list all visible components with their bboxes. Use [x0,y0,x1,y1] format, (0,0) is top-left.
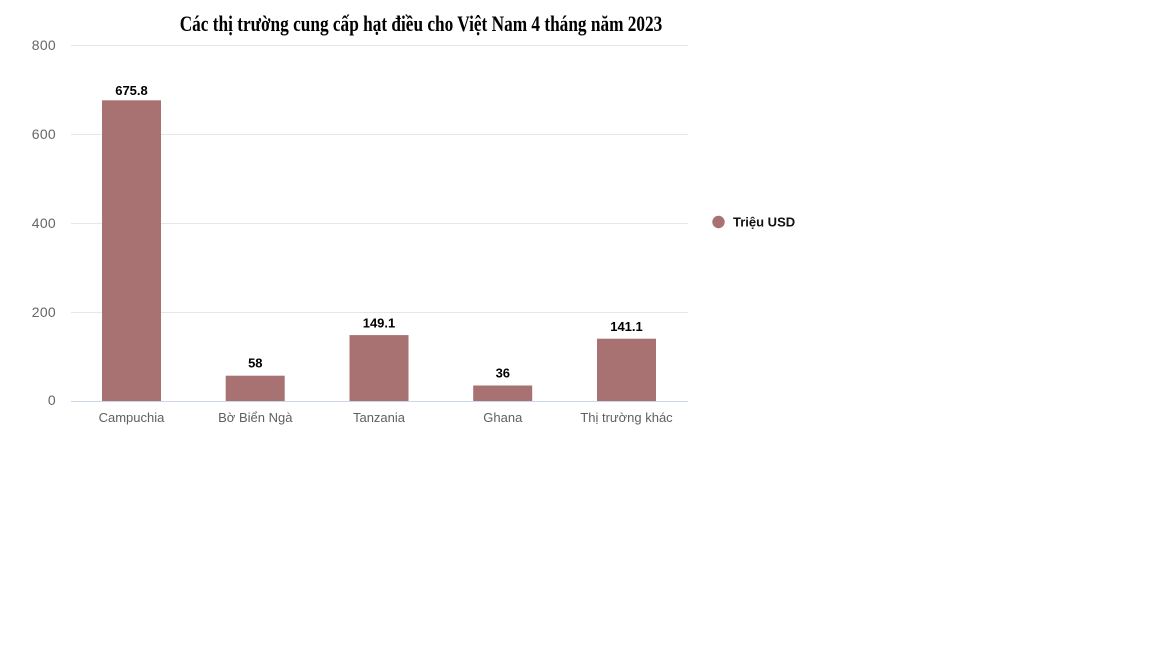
svg-text:0: 0 [48,392,56,408]
svg-text:Campuchia: Campuchia [99,410,166,425]
svg-text:Bờ Biển Ngà: Bờ Biển Ngà [218,410,293,425]
svg-text:Triệu USD: Triệu USD [733,215,795,230]
svg-text:675.8: 675.8 [115,83,148,98]
svg-text:58: 58 [248,356,262,371]
svg-text:149.1: 149.1 [363,315,396,330]
svg-text:Các thị trường cung cấp hạt đi: Các thị trường cung cấp hạt điều cho Việ… [180,12,663,36]
svg-text:Ghana: Ghana [483,410,523,425]
svg-text:Thị trường khác: Thị trường khác [580,410,673,425]
svg-text:600: 600 [32,126,56,142]
svg-text:Tanzania: Tanzania [353,410,406,425]
svg-text:400: 400 [32,215,56,231]
svg-text:36: 36 [496,366,510,381]
svg-text:200: 200 [32,304,56,320]
svg-text:141.1: 141.1 [610,319,643,334]
svg-text:800: 800 [32,37,56,53]
